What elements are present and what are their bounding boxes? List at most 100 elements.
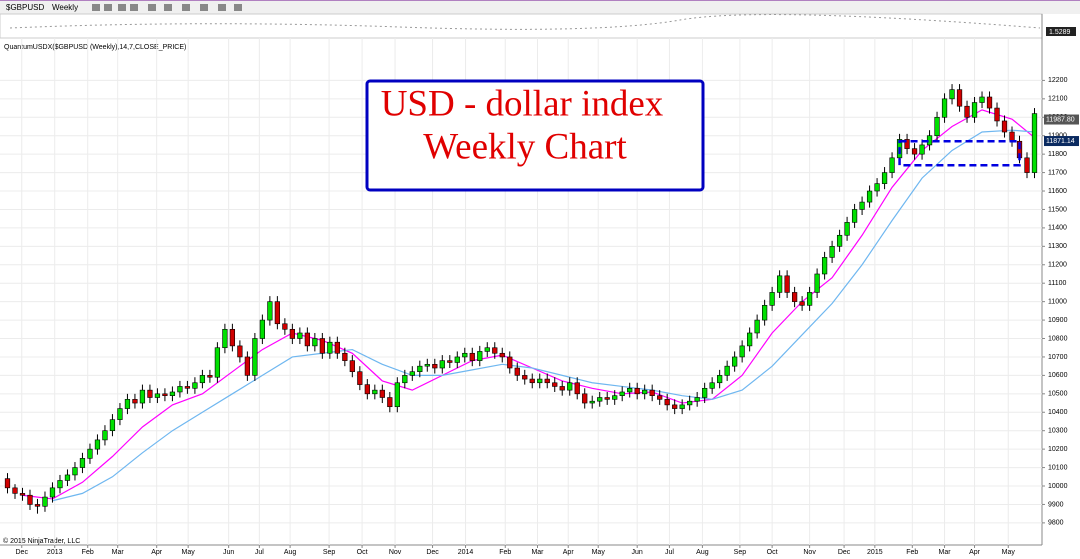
y-tick-label: 10800 — [1048, 335, 1068, 342]
x-tick-label: Sep — [323, 549, 336, 556]
candle-body — [1009, 131, 1015, 142]
candle-body — [881, 172, 888, 184]
candle-body — [274, 301, 280, 325]
y-tick-label: 11400 — [1048, 225, 1067, 232]
icon[interactable] — [164, 4, 172, 11]
candle-body — [409, 371, 415, 376]
x-tick-label: 2014 — [458, 549, 474, 556]
y-tick-label: 12200 — [1048, 77, 1068, 84]
candle-body — [304, 332, 310, 347]
candle-body — [589, 400, 595, 404]
candle-body — [162, 393, 168, 396]
x-tick-label: Jul — [665, 549, 674, 556]
candle-body — [732, 356, 738, 367]
price-marker-label: 11987.80 — [1046, 116, 1075, 123]
icon[interactable] — [182, 4, 190, 11]
candle-body — [124, 399, 131, 409]
x-tick-label: Mar — [112, 549, 125, 556]
candle-body — [814, 273, 820, 293]
y-tick-label: 12100 — [1048, 96, 1068, 103]
candle-body — [829, 246, 835, 258]
candle-body — [72, 467, 78, 476]
candle-body — [964, 105, 970, 118]
icon[interactable] — [130, 4, 138, 11]
candle-body — [634, 387, 640, 395]
x-tick-label: Oct — [357, 549, 368, 556]
panel-price: 1.5289 — [1049, 29, 1071, 36]
y-tick-label: 10100 — [1048, 464, 1068, 471]
candle-body — [859, 201, 865, 210]
candle-body — [941, 98, 948, 118]
candle-body — [252, 338, 258, 376]
range-box — [898, 139, 1021, 167]
candle-body — [244, 356, 251, 376]
y-tick-label: 10400 — [1048, 409, 1068, 416]
top-panel-line — [9, 14, 1041, 30]
chart-title: USD - dollar index — [381, 83, 664, 124]
candle-body — [27, 494, 33, 505]
candle-body — [297, 332, 303, 339]
candle-body — [139, 389, 146, 404]
candle-body — [349, 360, 355, 372]
candle-body — [222, 328, 228, 349]
candle-body — [42, 496, 48, 507]
icon[interactable] — [104, 4, 112, 11]
candle-body — [379, 389, 385, 398]
candle-body — [64, 474, 71, 481]
candle-body — [649, 389, 655, 396]
candle-body — [679, 404, 685, 409]
icon[interactable] — [234, 4, 242, 11]
icon[interactable] — [200, 4, 208, 11]
candle-body — [372, 389, 378, 395]
candle-body — [424, 364, 430, 367]
candle-body — [259, 319, 265, 339]
x-tick-label: Mar — [939, 549, 952, 556]
candle-body — [507, 356, 513, 369]
candle-body — [904, 139, 910, 149]
candle-body — [12, 487, 18, 494]
candle-body — [1031, 113, 1038, 173]
candle-body — [784, 275, 790, 293]
candle-body — [754, 319, 760, 334]
y-tick-label: 10500 — [1048, 391, 1068, 398]
candle-body — [934, 116, 940, 137]
icon[interactable] — [118, 4, 126, 11]
x-tick-label: Jun — [632, 549, 643, 556]
candle-body — [327, 341, 333, 354]
x-tick-label: Sep — [734, 549, 747, 556]
y-tick-label: 11200 — [1048, 262, 1067, 269]
x-tick-label: Oct — [767, 549, 778, 556]
candle-body — [874, 183, 880, 192]
y-tick-label: 10900 — [1048, 317, 1068, 324]
indicator-label: QuantumUSDX($GBPUSD (Weekly),14,7,CLOSE_… — [4, 44, 186, 51]
x-tick-label: May — [182, 549, 196, 556]
interval-selector[interactable]: Weekly — [52, 3, 78, 12]
icon[interactable] — [218, 4, 226, 11]
x-tick-label: 2015 — [867, 549, 883, 556]
price-marker-label: 11871.14 — [1046, 138, 1075, 145]
candle-body — [267, 301, 273, 321]
chart-subtitle: Weekly Chart — [423, 126, 627, 167]
symbol-selector[interactable]: $GBPUSD — [6, 3, 44, 12]
x-tick-label: Apr — [969, 549, 981, 556]
candle-body — [709, 382, 715, 389]
candle-body — [851, 209, 858, 223]
candle-body — [806, 292, 813, 306]
candle-body — [49, 487, 56, 498]
copyright: © 2015 NinjaTrader, LLC — [3, 537, 80, 545]
y-tick-label: 10200 — [1048, 446, 1068, 453]
y-tick-label: 10300 — [1048, 428, 1068, 435]
candle-body — [132, 399, 138, 404]
candle-body — [514, 367, 520, 376]
x-tick-label: Aug — [284, 549, 297, 556]
icon[interactable] — [92, 4, 100, 11]
candle-body — [537, 378, 543, 384]
candle-body — [994, 107, 1000, 122]
icon[interactable] — [148, 4, 156, 11]
x-tick-label: Jul — [255, 549, 264, 556]
y-tick-label: 11100 — [1048, 280, 1067, 287]
candle-body — [289, 328, 295, 339]
candle-body — [612, 395, 618, 400]
candle-body — [664, 399, 670, 406]
x-tick-label: Mar — [531, 549, 544, 556]
